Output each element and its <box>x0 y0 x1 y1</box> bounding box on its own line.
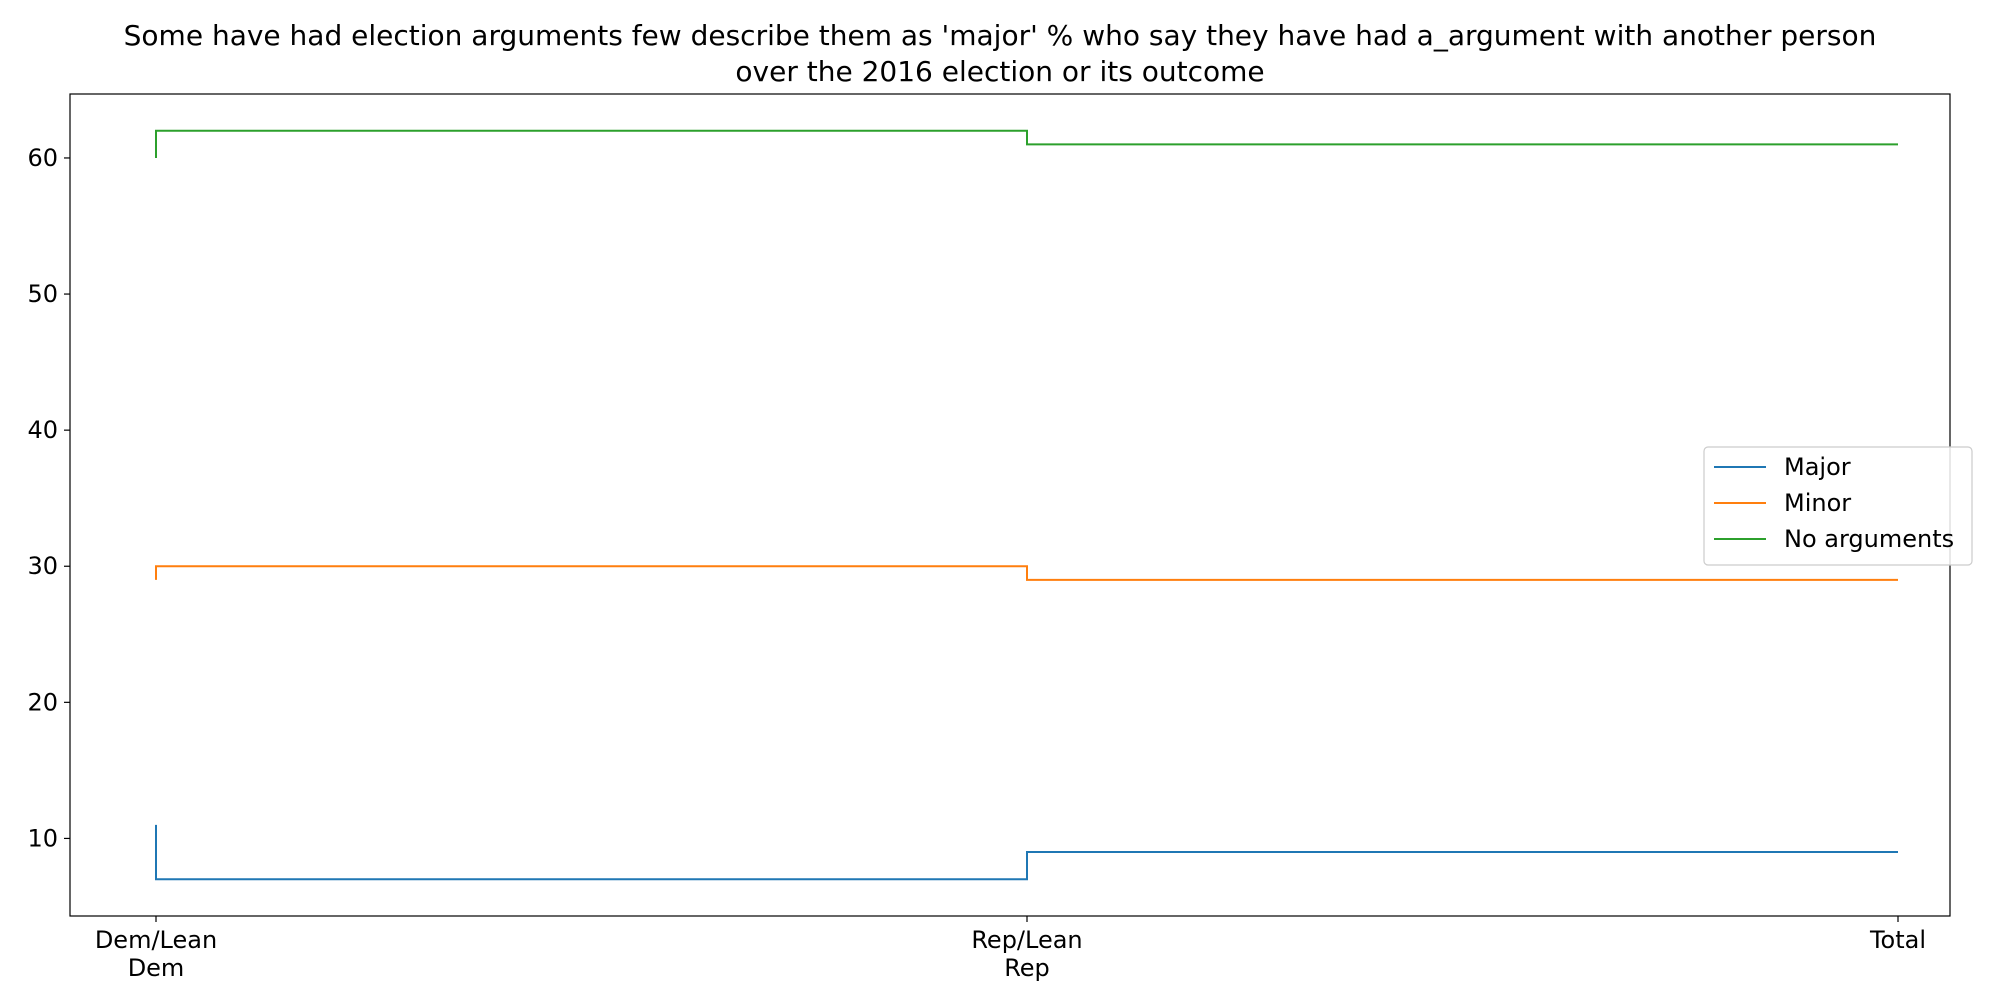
y-tick-label: 40 <box>27 416 58 444</box>
series-lines <box>155 129 1898 881</box>
series-line-no-arguments <box>155 129 1898 158</box>
x-tick-label: Dem <box>128 954 185 982</box>
legend: Major Minor No arguments <box>1703 446 1973 566</box>
y-axis: 10 20 30 40 50 60 <box>27 144 70 852</box>
y-tick-label: 60 <box>27 144 58 172</box>
series-line-minor <box>155 565 1898 581</box>
x-tick-label: Rep/Lean <box>971 926 1082 954</box>
legend-label-major: Major <box>1784 453 1851 481</box>
legend-box <box>1703 446 1973 566</box>
y-tick-label: 10 <box>27 824 58 852</box>
y-tick-label: 50 <box>27 280 58 308</box>
y-tick-label: 30 <box>27 552 58 580</box>
series-line-major <box>155 824 1898 881</box>
chart-title-line-2: over the 2016 election or its outcome <box>735 55 1265 88</box>
plot-area <box>69 93 1951 917</box>
x-tick-label: Total <box>1869 926 1926 954</box>
legend-label-no-arguments: No arguments <box>1784 525 1954 553</box>
x-tick-label: Rep <box>1004 954 1050 982</box>
legend-label-minor: Minor <box>1784 489 1851 517</box>
chart-title-line-1: Some have had election arguments few des… <box>123 19 1877 52</box>
chart-title: Some have had election arguments few des… <box>0 18 2000 90</box>
y-tick-label: 20 <box>27 688 58 716</box>
x-tick-label: Dem/Lean <box>95 926 217 954</box>
